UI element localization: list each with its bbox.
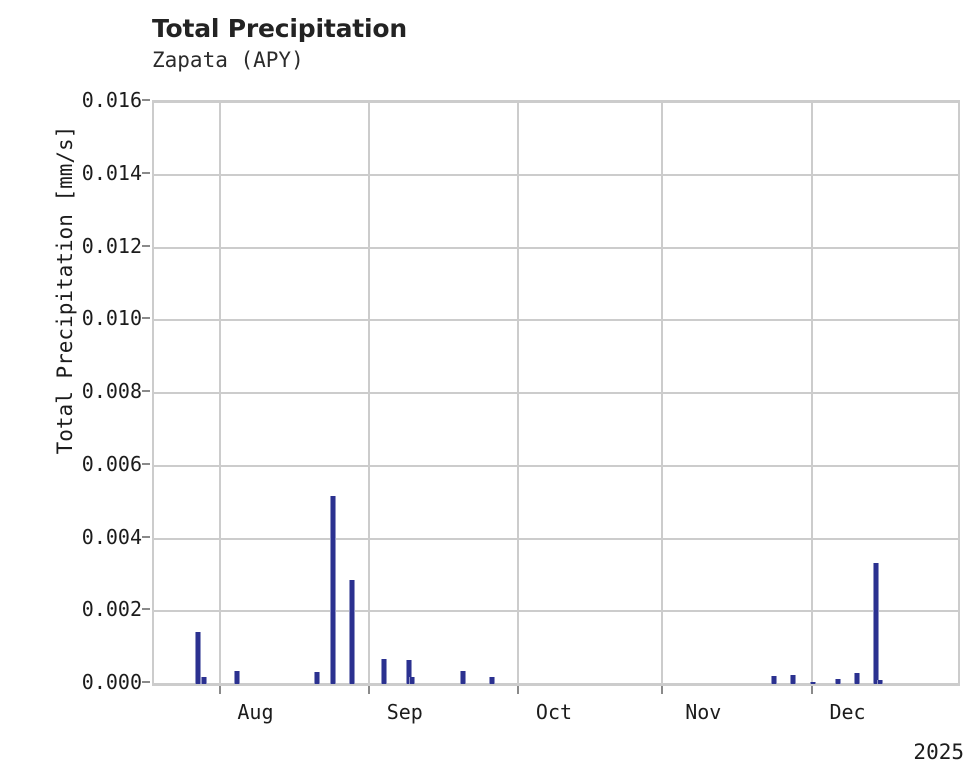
gridline-vertical [517, 102, 520, 684]
gridline-horizontal [154, 392, 958, 394]
bar [330, 496, 337, 684]
x-tick-mark [661, 686, 664, 694]
plot-area [152, 100, 960, 686]
x-tick-label: Aug [237, 700, 274, 724]
y-tick-mark [142, 99, 150, 101]
bar [489, 676, 496, 684]
bar [873, 562, 880, 684]
y-tick-label: 0.008 [81, 379, 142, 403]
gridline-horizontal [154, 537, 958, 540]
bar [809, 682, 816, 684]
y-tick-mark [142, 462, 150, 465]
gridlines [154, 101, 958, 685]
bar [459, 671, 466, 684]
bar [194, 631, 201, 684]
y-tick-mark [142, 171, 150, 174]
gridline-horizontal [154, 610, 958, 613]
bar [408, 676, 415, 684]
chart-title: Total Precipitation [152, 14, 407, 43]
bar [200, 677, 207, 684]
x-tick-label: Dec [829, 700, 866, 724]
y-tick-label: 0.000 [81, 670, 142, 694]
bar [854, 673, 861, 684]
gridline-horizontal [154, 101, 958, 103]
x-tick-label: Oct [535, 700, 573, 724]
y-tick-mark [142, 244, 150, 247]
x-tick-label: Sep [386, 700, 423, 724]
bar [380, 659, 387, 684]
y-tick-label: 0.006 [81, 451, 142, 476]
x-tick-mark [810, 686, 813, 694]
bar [770, 676, 777, 684]
gridline-horizontal [154, 319, 958, 322]
bar [349, 579, 356, 684]
bar-series [154, 102, 958, 684]
bar [789, 674, 796, 684]
x-axis-year-label: 2025 [913, 740, 964, 764]
y-tick-label: 0.014 [81, 160, 142, 185]
chart-header: Total Precipitation Zapata (APY) [152, 14, 407, 74]
bar [233, 670, 240, 684]
x-axis-ticks: Aug Sep Oct Nov Dec [152, 686, 960, 736]
gridline-horizontal [154, 464, 958, 467]
gridline-vertical [218, 102, 221, 684]
y-tick-label: 0.010 [81, 306, 142, 331]
y-tick-label: 0.004 [81, 524, 142, 549]
y-tick-mark [142, 608, 150, 611]
x-tick-mark [218, 686, 221, 694]
y-tick-label: 0.002 [81, 597, 142, 622]
y-tick-label: 0.016 [81, 88, 142, 112]
gridline-horizontal [154, 683, 958, 685]
x-tick-mark [367, 686, 370, 694]
y-tick-mark [142, 681, 150, 683]
x-tick-mark [517, 686, 520, 694]
gridline-vertical [810, 102, 813, 684]
chart-subtitle: Zapata (APY) [152, 48, 304, 72]
bar [834, 678, 841, 684]
y-tick-label: 0.012 [81, 233, 142, 258]
gridline-vertical [661, 102, 664, 684]
bar [314, 672, 321, 684]
gridline-horizontal [154, 173, 958, 176]
y-tick-mark [142, 317, 150, 320]
y-tick-mark [142, 535, 150, 538]
bar [405, 660, 412, 684]
y-tick-mark [142, 390, 150, 392]
gridline-horizontal [154, 246, 958, 249]
y-axis-ticks: 0.000 0.002 0.004 0.006 0.008 0.010 0.012 0.014… [0, 90, 150, 692]
x-tick-label: Nov [685, 700, 722, 724]
bar [877, 679, 884, 684]
gridline-vertical [367, 102, 370, 684]
